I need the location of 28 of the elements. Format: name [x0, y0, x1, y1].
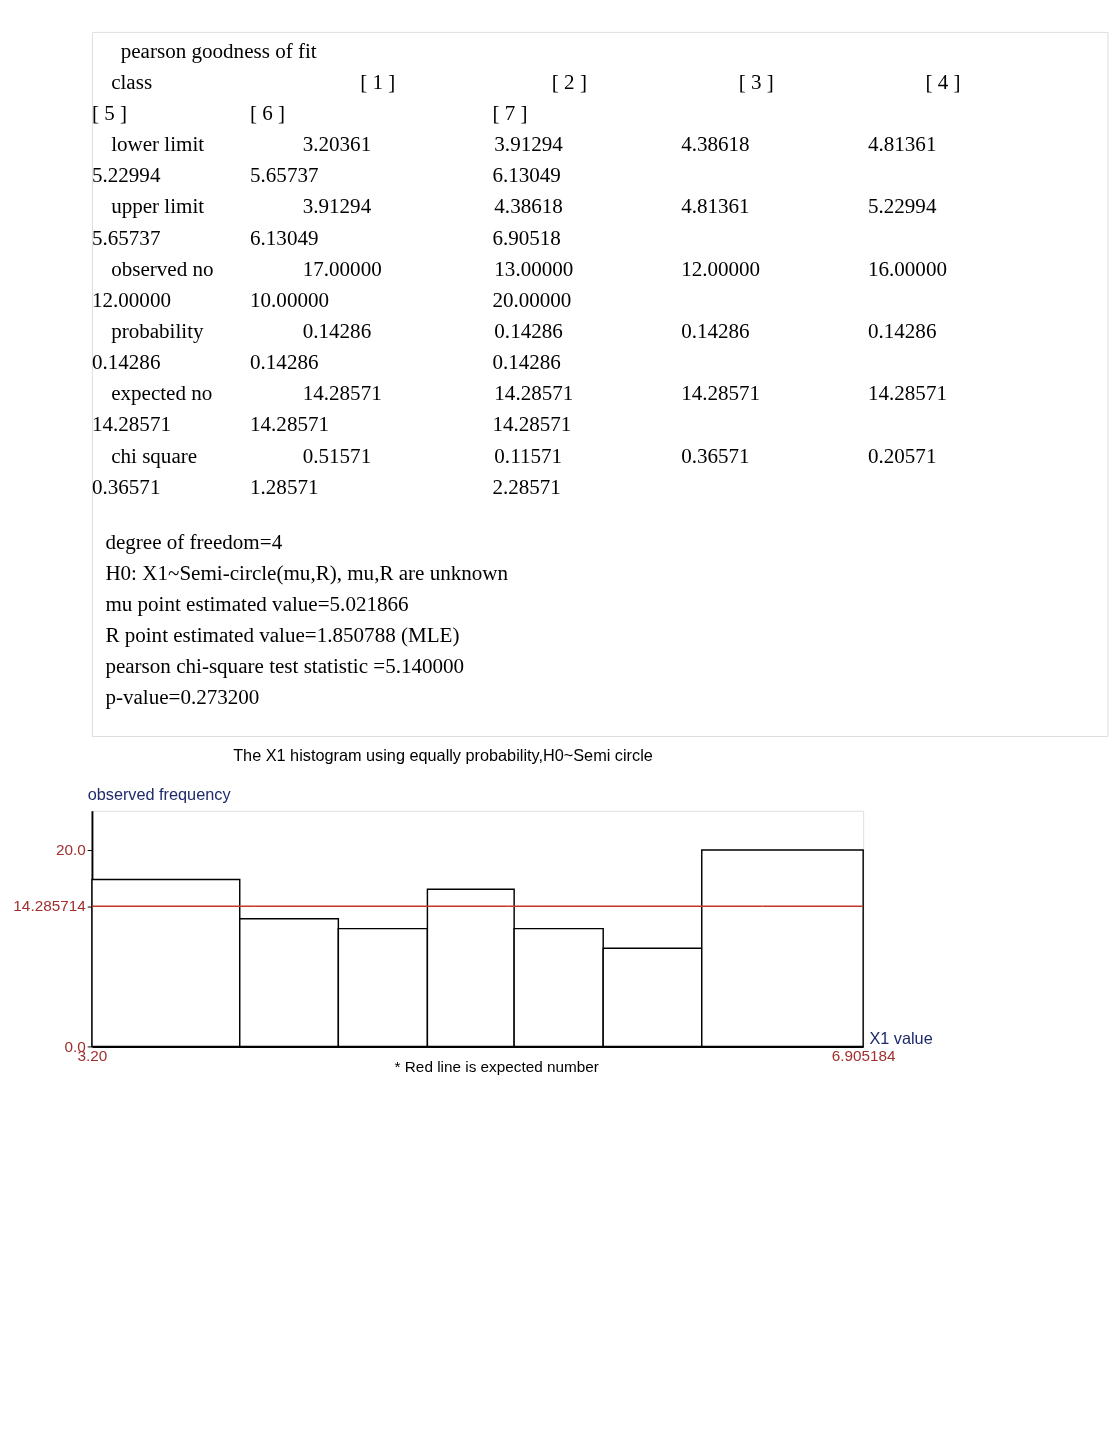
text: upper limit 3.91294 4.38618 4.81361 5.22994: [111, 194, 937, 219]
text: pearson chi-square test statistic =5.140000: [105, 654, 465, 679]
text: expected no 14.28571 14.28571 14.28571 14.28571: [111, 381, 947, 406]
text: * Red line is expected number: [394, 1058, 599, 1076]
text: degree of freedom=4: [105, 529, 283, 554]
y-tick-label: 20.0: [55, 841, 86, 859]
y-tick-label: 14.285714: [13, 897, 87, 915]
text: chi square 0.51571 0.11571 0.36571 0.20571: [111, 443, 937, 468]
text: probability 0.14286 0.14286 0.14286 0.14286: [111, 318, 937, 343]
text: observed no 17.00000 13.00000 12.00000 16.00000: [111, 256, 947, 281]
text: [ 5 ] [ 6 ] [ 7 ]: [91, 101, 528, 126]
chart-title: The X1 histogram using equally probability,H0~Semi circle: [233, 745, 653, 764]
text: H0: X1~Semi-circle(mu,R), mu,R are unknown: [105, 560, 509, 585]
text: R point estimated value=1.850788 (MLE): [105, 623, 460, 648]
text: 5.22994 5.65737 6.13049: [91, 163, 561, 188]
text: mu point estimated value=5.021866: [105, 592, 409, 617]
text: 5.65737 6.13049 6.90518: [91, 225, 561, 250]
y-axis-title: observed frequency: [87, 784, 232, 803]
text: pearson goodness of fit: [120, 38, 317, 63]
x-axis-title: X1 value: [869, 1029, 933, 1048]
text: p-value=0.273200: [105, 685, 260, 710]
text: 12.00000 10.00000 20.00000: [91, 287, 572, 312]
text: class [ 1 ] [ 2 ] [ 3 ] [ 4 ]: [111, 69, 961, 94]
text: 14.28571 14.28571 14.28571: [91, 412, 572, 437]
x-tick-label: 6.905184: [831, 1047, 897, 1065]
text: lower limit 3.20361 3.91294 4.38618 4.81361: [111, 132, 937, 157]
text: 0.14286 0.14286 0.14286: [91, 350, 561, 375]
text: 0.36571 1.28571 2.28571: [91, 474, 561, 499]
